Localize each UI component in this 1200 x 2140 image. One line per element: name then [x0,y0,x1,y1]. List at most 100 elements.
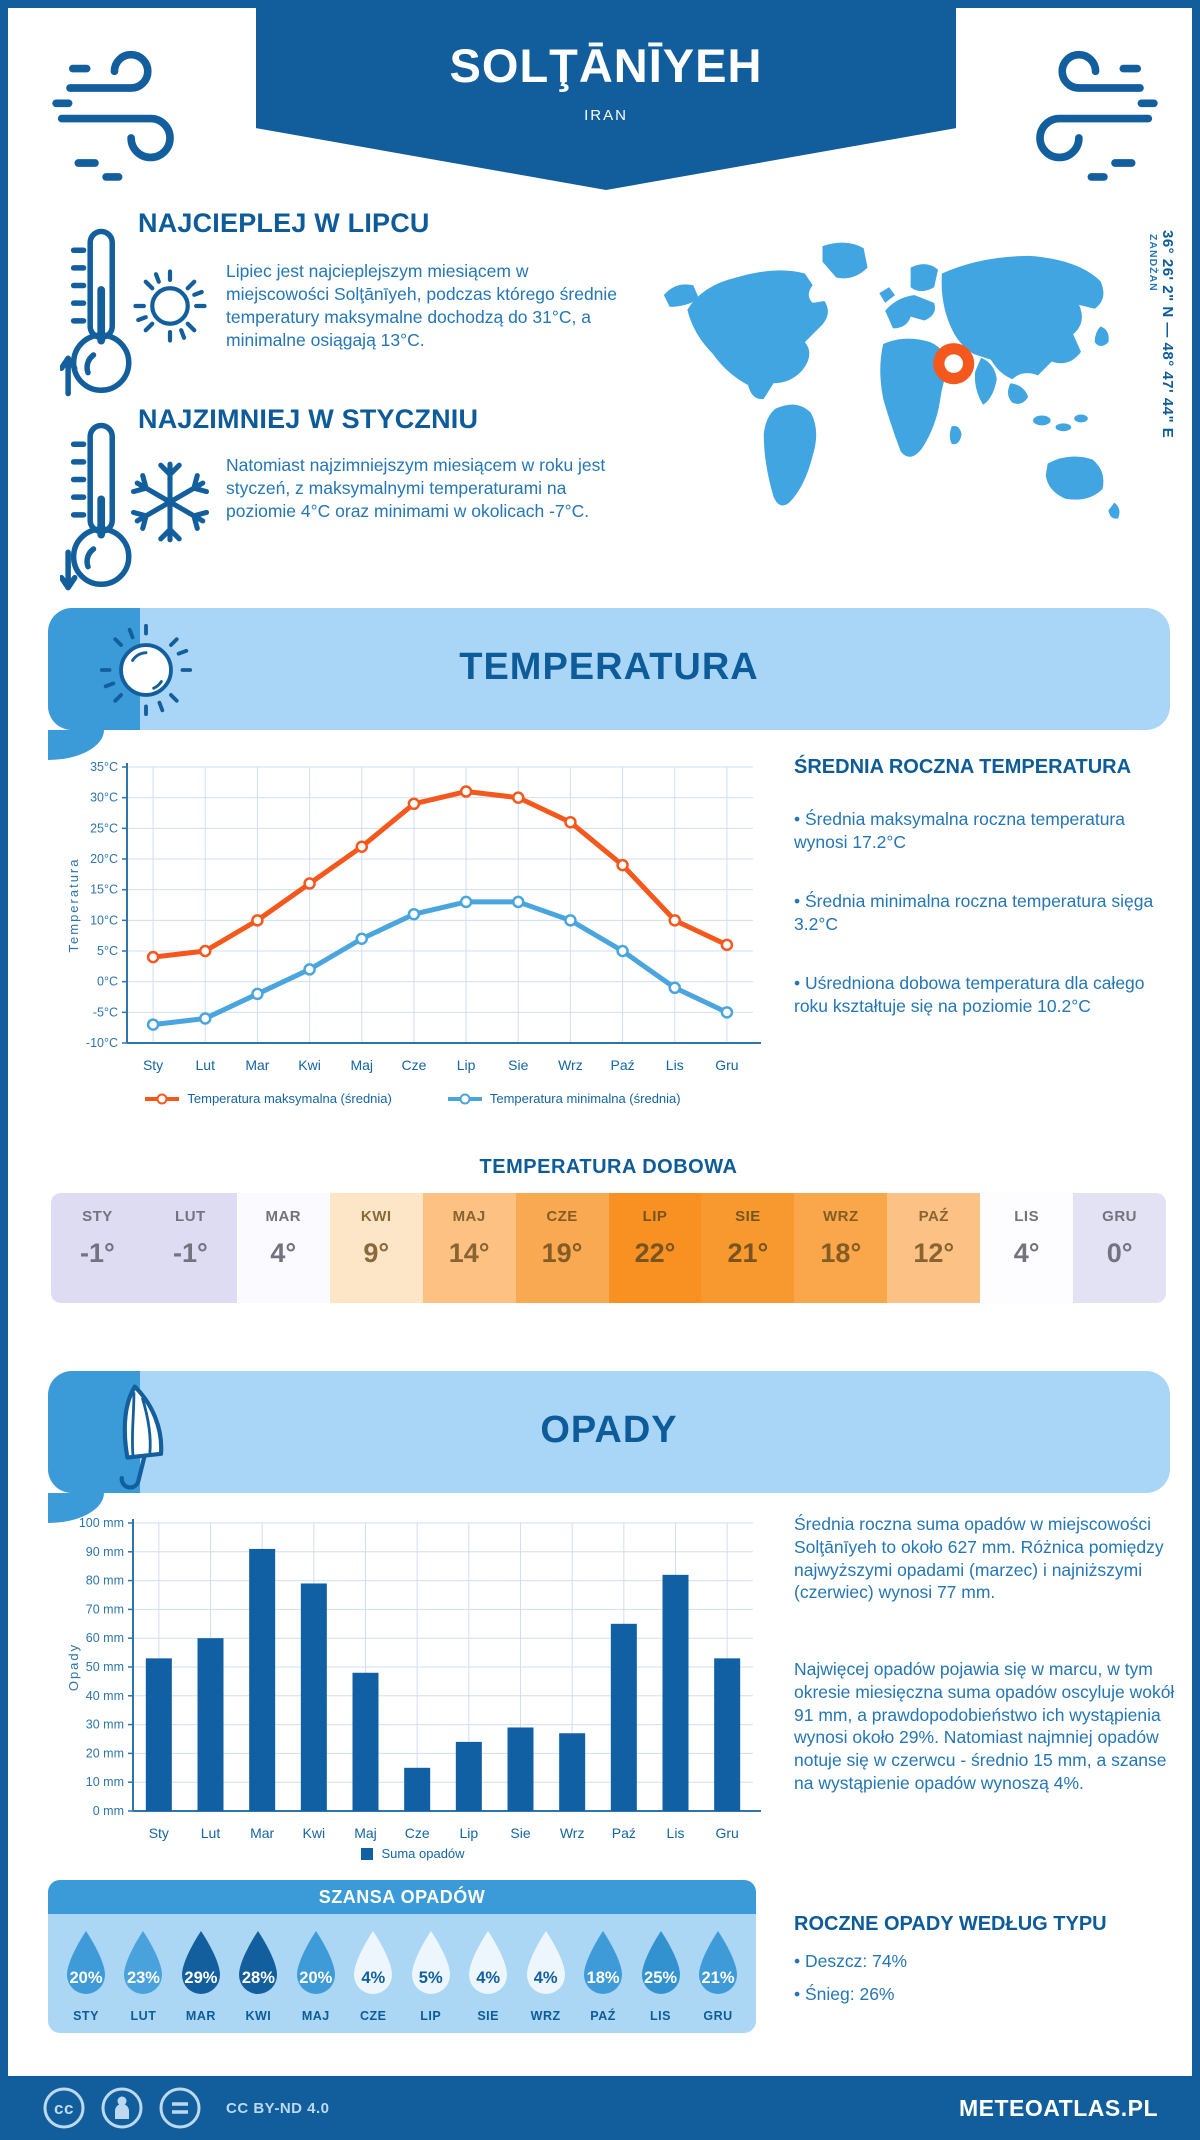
svg-text:Maj: Maj [350,1057,373,1073]
daily-temp-cell: LIP 22° [608,1193,702,1303]
svg-text:Lut: Lut [201,1825,221,1841]
drop-month: MAR [185,2009,216,2023]
svg-text:25°C: 25°C [90,821,118,835]
svg-text:Temperatura: Temperatura [66,858,81,953]
precip-paragraph: Najwięcej opadów pojawia się w marcu, w … [794,1659,1175,1793]
page-title: SOLŢĀNĪYEH [449,39,763,92]
svg-text:Paź: Paź [612,1825,636,1841]
daily-temp-cell: MAJ 14° [422,1193,516,1303]
svg-text:Cze: Cze [405,1825,430,1841]
daily-temp-month: CZE [546,1208,578,1225]
coldest-heading: NAJZIMNIEJ W STYCZNIU [138,404,479,434]
legend-item: Temperatura maksymalna (średnia) [145,1091,392,1106]
daily-temp-cell: CZE 19° [515,1193,609,1303]
wind-icon [1036,50,1158,181]
svg-text:Wrz: Wrz [560,1825,585,1841]
svg-text:Lip: Lip [457,1057,476,1073]
rain-drop: 25% LIS [635,1928,687,2023]
annual-temp-bullet: • Uśredniona dobowa temperatura dla całe… [794,973,1145,1016]
rain-drop: 29% MAR [175,1928,227,2023]
daily-temp-month: PAŹ [918,1208,949,1225]
drop-value: 4% [476,1969,501,1987]
svg-text:Opady: Opady [66,1643,81,1691]
daily-temp-month: STY [82,1208,113,1225]
drop-month: WRZ [530,2009,561,2023]
license-block[interactable]: cc CC BY-ND 4.0 [42,2085,330,2131]
daily-temp-value: 21° [727,1238,769,1268]
precip-paragraph: Średnia roczna suma opadów w miejscowośc… [794,1514,1164,1603]
svg-text:Maj: Maj [354,1825,377,1841]
header-banner: SOLŢĀNĪYEH IRAN [256,8,956,190]
svg-text:-10°C: -10°C [86,1036,118,1050]
rain-drop: 5% LIP [405,1928,457,2023]
attribution-icon [101,2087,143,2129]
annual-temp-bullet: • Średnia minimalna roczna temperatura s… [794,891,1154,934]
precip-types-heading: ROCZNE OPADY WEDŁUG TYPU [794,1913,1107,1935]
daily-temp-cell: WRZ 18° [794,1193,888,1303]
daily-temp-month: LIS [1014,1208,1040,1225]
svg-text:50 mm: 50 mm [86,1660,124,1674]
daily-temp-month: SIE [735,1208,761,1225]
rain-drop: 4% CZE [347,1928,399,2023]
cc-icon: cc [43,2087,201,2129]
svg-text:0 mm: 0 mm [93,1804,124,1818]
svg-text:20 mm: 20 mm [86,1746,124,1760]
drop-value: 5% [418,1969,443,1987]
svg-text:Sty: Sty [149,1825,169,1841]
daily-temp-value: 19° [541,1238,583,1268]
svg-text:100 mm: 100 mm [79,1516,124,1530]
daily-temp-month: MAR [265,1208,302,1225]
svg-text:-5°C: -5°C [93,1005,118,1019]
warmest-heading: NAJCIEPLEJ W LIPCU [138,208,430,238]
rain-drop: 28% KWI [232,1928,284,2023]
daily-temp-value: 4° [1013,1238,1040,1268]
drop-month: STY [73,2009,99,2023]
site-label[interactable]: METEOATLAS.PL [958,2094,1158,2121]
daily-temp-cell: PAŹ 12° [887,1193,981,1303]
svg-text:Wrz: Wrz [558,1057,583,1073]
precip-type-bullet: • Śnieg: 26% [794,1984,895,2004]
drop-value: 4% [533,1969,558,1987]
daily-temp-value: 9° [363,1238,390,1268]
daily-temp-month: GRU [1102,1208,1138,1225]
legend-item: Suma opadów [361,1846,465,1861]
drop-month: CZE [360,2009,387,2023]
rain-chance-title: SZANSA OPADÓW [48,1880,756,1914]
svg-text:60 mm: 60 mm [86,1631,124,1645]
daily-temp-cell: GRU 0° [1073,1193,1166,1303]
daily-temp-value: -1° [80,1238,115,1268]
precipitation-banner-title: OPADY [540,1409,678,1451]
svg-text:Gru: Gru [715,1057,738,1073]
daily-temp-value: 22° [634,1238,676,1268]
daily-temp-table: STY -1° LUT -1° MAR 4° KWI 9° MAJ 14° CZE 19° LIP 22°… [51,1193,1166,1303]
temperature-banner-title: TEMPERATURA [459,646,759,688]
svg-text:Lut: Lut [196,1057,216,1073]
drop-value: 18% [586,1969,620,1987]
svg-text:0°C: 0°C [97,975,118,989]
daily-temp-month: LIP [642,1208,668,1225]
drop-value: 25% [644,1969,678,1987]
drop-month: LIS [650,2009,671,2023]
daily-temp-value: 4° [270,1238,297,1268]
warmest-text: Lipiec jest najcieplejszym miesiącem w m… [226,261,618,351]
drop-month: MAJ [301,2009,330,2023]
svg-text:30°C: 30°C [90,791,118,805]
snowflake-icon [130,461,210,543]
rain-drop: 4% SIE [462,1928,514,2023]
daily-temp-month: LUT [175,1208,206,1225]
svg-text:Paź: Paź [611,1057,635,1073]
svg-text:20°C: 20°C [90,852,118,866]
annual-temp-heading: ŚREDNIA ROCZNA TEMPERATURA [794,756,1132,778]
svg-text:Sie: Sie [508,1057,528,1073]
world-map [663,242,1120,519]
daily-temp-title: TEMPERATURA DOBOWA [479,1156,738,1178]
svg-text:5°C: 5°C [97,944,118,958]
daily-temp-month: WRZ [823,1208,859,1225]
rain-drop: 20% MAJ [290,1928,342,2023]
rain-drop: 20% STY [60,1928,112,2023]
svg-text:Lis: Lis [666,1057,684,1073]
drop-month: KWI [245,2009,272,2023]
svg-text:Cze: Cze [401,1057,426,1073]
wind-icon [52,50,174,181]
svg-text:cc: cc [54,2099,74,2118]
